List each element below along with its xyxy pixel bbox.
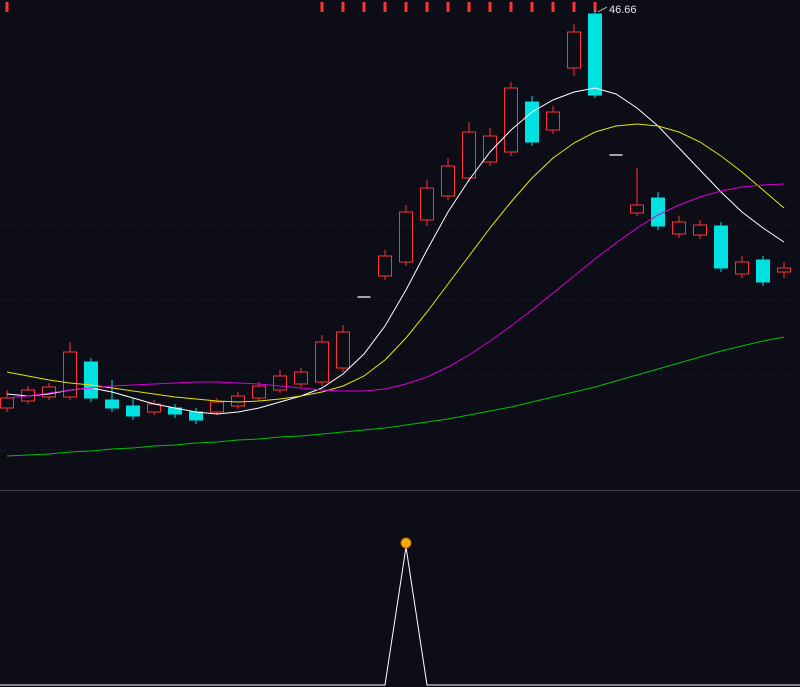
candle-up <box>672 221 686 235</box>
main-chart-panel[interactable]: 46.66 <box>0 0 800 490</box>
top-signal-mark <box>530 2 534 12</box>
signal-indicator-line <box>0 546 800 686</box>
price-annotation: 46.66 <box>597 4 637 16</box>
candle-up <box>504 87 518 153</box>
candle-up <box>420 187 434 221</box>
candle-up <box>462 131 476 179</box>
candle-up <box>210 401 224 413</box>
price-high-label: 46.66 <box>609 4 637 16</box>
top-signal-mark <box>572 2 576 12</box>
candle-up <box>378 255 392 277</box>
ma-magenta-line <box>6 183 785 399</box>
top-signal-mark <box>467 2 471 12</box>
ma-green-line <box>6 336 785 457</box>
candle-down <box>84 361 98 399</box>
candle-up <box>63 351 77 398</box>
candle-up <box>483 135 497 163</box>
signal-dot <box>400 537 412 549</box>
candle-up <box>399 211 413 263</box>
candle-up <box>252 385 266 399</box>
candle-down <box>525 101 539 143</box>
top-signal-mark <box>5 2 9 12</box>
candle-down <box>756 259 770 283</box>
candle-up <box>735 261 749 275</box>
candle-up <box>567 31 581 69</box>
candle-down <box>189 411 203 421</box>
ma-yellow-line <box>6 123 785 403</box>
price-label-leader-line <box>597 6 608 13</box>
candle-up <box>693 224 707 236</box>
top-signal-mark <box>404 2 408 12</box>
candle-up <box>294 371 308 385</box>
candle-down <box>588 13 602 96</box>
top-signal-mark <box>593 2 597 12</box>
candle-up <box>273 375 287 391</box>
top-signal-mark <box>446 2 450 12</box>
candle-down <box>126 405 140 417</box>
candle-up <box>441 165 455 197</box>
indicator-panel[interactable] <box>0 491 800 687</box>
candle-up <box>336 331 350 369</box>
candle-up <box>777 267 791 273</box>
signal-indicator-svg[interactable] <box>0 491 800 687</box>
top-signal-mark <box>320 2 324 12</box>
top-signal-mark <box>341 2 345 12</box>
top-signal-mark <box>509 2 513 12</box>
ma-white-line <box>6 87 785 415</box>
candlestick-chart-svg[interactable]: 46.66 <box>0 0 800 490</box>
top-signal-mark <box>383 2 387 12</box>
candle-up <box>231 395 245 407</box>
top-signal-mark <box>362 2 366 12</box>
top-signal-mark <box>551 2 555 12</box>
indicator-layers <box>0 524 800 686</box>
candle-up <box>630 204 644 214</box>
chart-layers <box>0 2 800 457</box>
candle-down <box>714 225 728 269</box>
candle-down <box>651 197 665 227</box>
top-signal-mark <box>488 2 492 12</box>
candle-up <box>315 341 329 383</box>
panel-divider <box>0 490 800 491</box>
candle-up <box>0 397 14 409</box>
top-signal-mark <box>425 2 429 12</box>
candle-up <box>546 111 560 131</box>
candle-down <box>105 399 119 409</box>
